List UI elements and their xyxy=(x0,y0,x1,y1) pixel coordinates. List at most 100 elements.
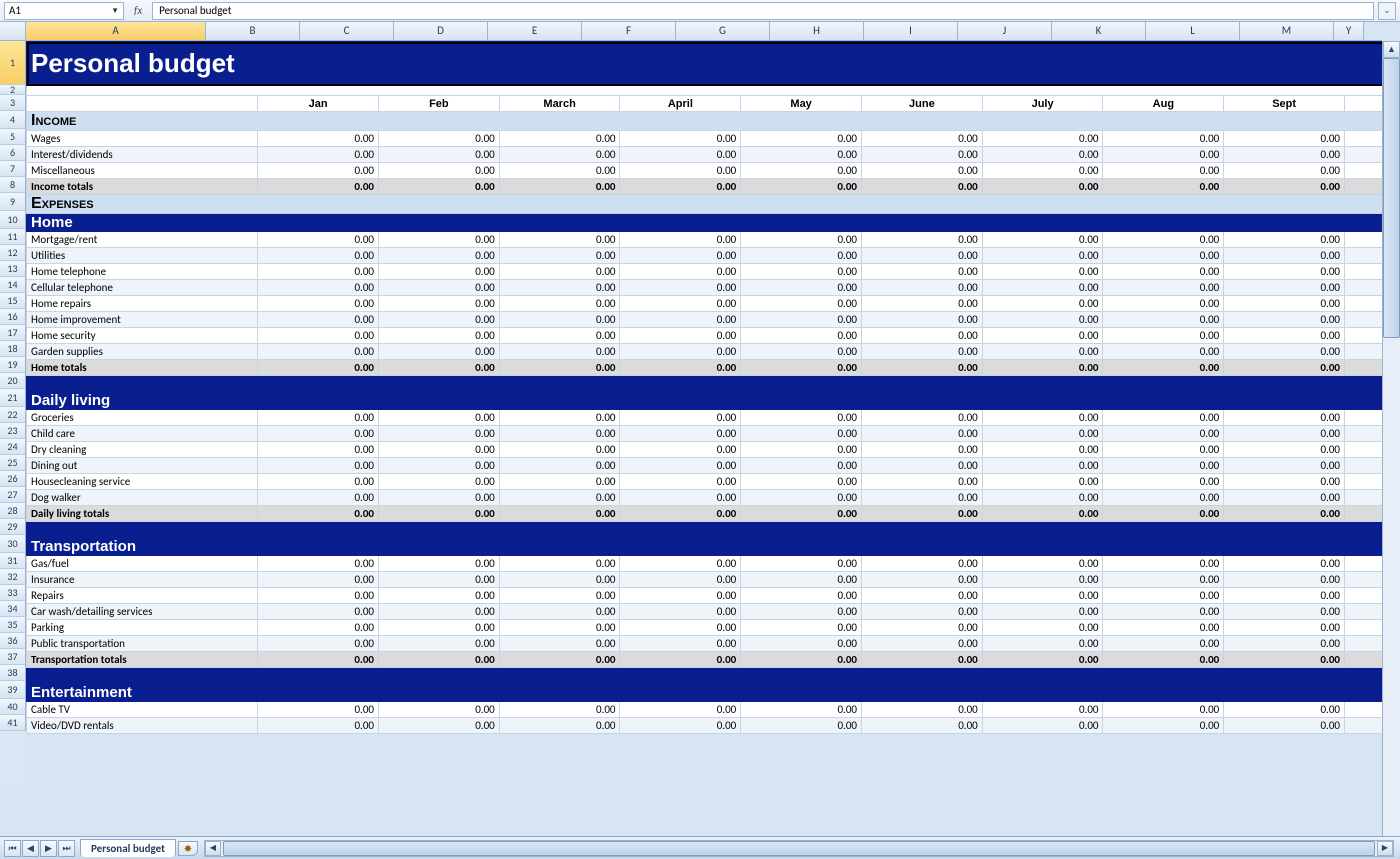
row-header[interactable]: 22 xyxy=(0,407,26,423)
cell-value[interactable]: 0.00 xyxy=(1344,264,1382,280)
cell-value[interactable]: 0.00 xyxy=(861,232,982,248)
row-label[interactable]: Dining out xyxy=(27,458,258,474)
row-header[interactable]: 32 xyxy=(0,569,26,585)
cell-value[interactable]: 0.00 xyxy=(258,280,379,296)
cell-value[interactable]: 0.00 xyxy=(1224,248,1345,264)
cell-value[interactable]: 0.00 xyxy=(1103,328,1224,344)
row-label[interactable]: Insurance xyxy=(27,572,258,588)
cell-value[interactable]: 0.00 xyxy=(1344,490,1382,506)
cell-value[interactable]: 0.00 xyxy=(1103,572,1224,588)
cell-value[interactable]: 0.00 xyxy=(258,296,379,312)
cell-value[interactable]: 0.00 xyxy=(741,458,862,474)
row-header[interactable]: 40 xyxy=(0,699,26,715)
cell-value[interactable]: 0.00 xyxy=(258,442,379,458)
row-label[interactable]: Gas/fuel xyxy=(27,556,258,572)
cell-value[interactable]: 0.00 xyxy=(620,718,741,734)
cell-value[interactable]: 0.00 xyxy=(861,280,982,296)
cell-value[interactable]: 0.00 xyxy=(378,131,499,147)
cell-value[interactable]: 0.00 xyxy=(1103,702,1224,718)
row-header[interactable]: 33 xyxy=(0,585,26,601)
cell-value[interactable]: 0.00 xyxy=(741,264,862,280)
totals-value[interactable]: 0.00 xyxy=(258,360,379,376)
totals-value[interactable]: 0.00 xyxy=(982,652,1103,668)
tab-nav-last-icon[interactable]: ⏭ xyxy=(58,840,75,857)
cell-value[interactable]: 0.00 xyxy=(982,264,1103,280)
cell-value[interactable]: 0.00 xyxy=(741,718,862,734)
cell-value[interactable]: 0.00 xyxy=(258,588,379,604)
totals-value[interactable]: 0.00 xyxy=(499,506,620,522)
cell-value[interactable]: 0.00 xyxy=(258,163,379,179)
row-header[interactable]: 18 xyxy=(0,341,26,357)
cell-value[interactable]: 0.00 xyxy=(1224,702,1345,718)
totals-value[interactable]: 0.00 xyxy=(620,360,741,376)
cell-value[interactable]: 0.00 xyxy=(1344,636,1382,652)
totals-value[interactable]: 0.00 xyxy=(258,652,379,668)
row-label[interactable]: Cable TV xyxy=(27,702,258,718)
month-header[interactable]: March xyxy=(499,96,620,112)
cell-value[interactable]: 0.00 xyxy=(499,426,620,442)
cell-value[interactable]: 0.00 xyxy=(861,604,982,620)
row-header[interactable]: 19 xyxy=(0,357,26,373)
row-header[interactable]: 34 xyxy=(0,601,26,617)
cell-value[interactable]: 0.00 xyxy=(1224,163,1345,179)
row-header[interactable]: 24 xyxy=(0,439,26,455)
cell-value[interactable]: 0.00 xyxy=(1224,344,1345,360)
cell-value[interactable]: 0.00 xyxy=(1344,163,1382,179)
cell-value[interactable]: 0.00 xyxy=(982,620,1103,636)
cell-value[interactable]: 0.00 xyxy=(258,312,379,328)
cell-value[interactable]: 0.00 xyxy=(982,442,1103,458)
totals-value[interactable]: 0.00 xyxy=(1344,652,1382,668)
cell-value[interactable]: 0.00 xyxy=(620,248,741,264)
totals-value[interactable]: 0.00 xyxy=(499,652,620,668)
row-header[interactable]: 29 xyxy=(0,519,26,535)
cell-value[interactable]: 0.00 xyxy=(499,572,620,588)
cell-value[interactable]: 0.00 xyxy=(258,264,379,280)
cell-value[interactable]: 0.00 xyxy=(1344,442,1382,458)
subsection-header[interactable]: Transportation xyxy=(27,538,1383,556)
cell-value[interactable]: 0.00 xyxy=(499,620,620,636)
cell-value[interactable]: 0.00 xyxy=(499,442,620,458)
totals-label[interactable]: Transportation totals xyxy=(27,652,258,668)
cell-value[interactable]: 0.00 xyxy=(982,280,1103,296)
cell-value[interactable]: 0.00 xyxy=(741,572,862,588)
cell-value[interactable]: 0.00 xyxy=(620,490,741,506)
row-header[interactable]: 5 xyxy=(0,129,26,145)
cell-value[interactable]: 0.00 xyxy=(620,147,741,163)
cell-value[interactable]: 0.00 xyxy=(982,248,1103,264)
cell-value[interactable]: 0.00 xyxy=(378,604,499,620)
cell-value[interactable]: 0.00 xyxy=(1224,718,1345,734)
scroll-right-icon[interactable]: ▶ xyxy=(1377,841,1393,856)
cell-value[interactable]: 0.00 xyxy=(1224,312,1345,328)
tab-nav-prev-icon[interactable]: ◀ xyxy=(22,840,39,857)
cell-value[interactable]: 0.00 xyxy=(982,426,1103,442)
cell-value[interactable]: 0.00 xyxy=(499,458,620,474)
cell-value[interactable]: 0.00 xyxy=(1103,588,1224,604)
cell-value[interactable]: 0.00 xyxy=(258,131,379,147)
month-header[interactable]: May xyxy=(741,96,862,112)
row-header[interactable]: 13 xyxy=(0,261,26,277)
cell-value[interactable]: 0.00 xyxy=(499,147,620,163)
cell-value[interactable]: 0.00 xyxy=(1224,620,1345,636)
cell-value[interactable]: 0.00 xyxy=(499,702,620,718)
row-label[interactable]: Car wash/detailing services xyxy=(27,604,258,620)
cell-value[interactable]: 0.00 xyxy=(1224,556,1345,572)
horizontal-scroll-thumb[interactable] xyxy=(223,841,1375,856)
row-header[interactable]: 10 xyxy=(0,211,26,229)
cell-value[interactable]: 0.00 xyxy=(741,248,862,264)
cell-value[interactable]: 0.00 xyxy=(499,474,620,490)
row-header[interactable]: 28 xyxy=(0,503,26,519)
cell-value[interactable]: 0.00 xyxy=(258,702,379,718)
row-header[interactable]: 7 xyxy=(0,161,26,177)
row-header[interactable]: 6 xyxy=(0,145,26,161)
cell-value[interactable]: 0.00 xyxy=(1344,474,1382,490)
formula-bar-expand-icon[interactable]: ⌄ xyxy=(1378,2,1396,20)
cell-value[interactable]: 0.00 xyxy=(741,702,862,718)
cell-value[interactable]: 0.00 xyxy=(1224,426,1345,442)
cell-value[interactable]: 0.00 xyxy=(378,426,499,442)
cell-value[interactable]: 0.00 xyxy=(982,490,1103,506)
cell-value[interactable]: 0.00 xyxy=(499,556,620,572)
cell-value[interactable]: 0.00 xyxy=(861,312,982,328)
cell-value[interactable]: 0.00 xyxy=(499,328,620,344)
cell-value[interactable]: 0.00 xyxy=(1344,344,1382,360)
cell-value[interactable]: 0.00 xyxy=(378,296,499,312)
